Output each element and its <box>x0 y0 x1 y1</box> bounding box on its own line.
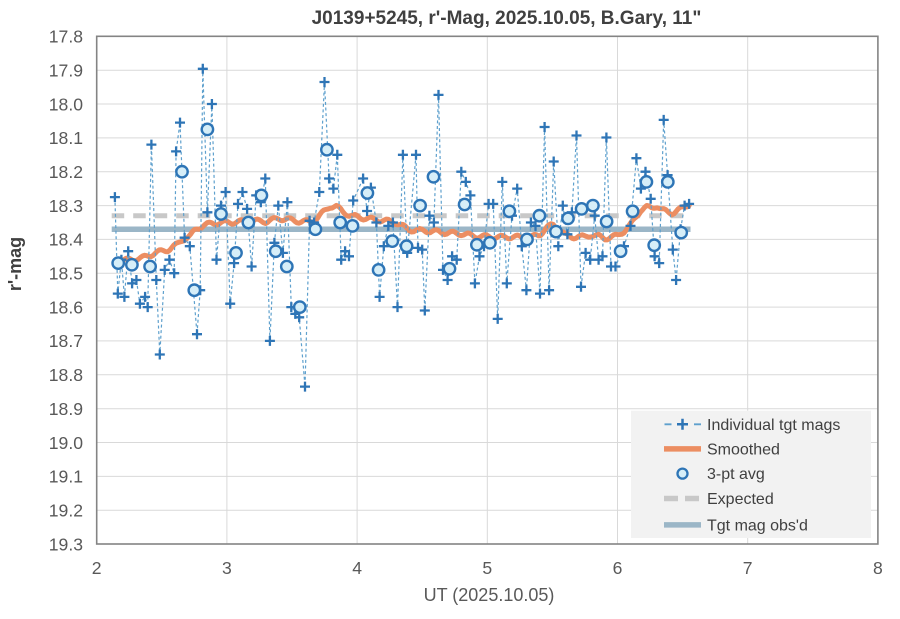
svg-text:Tgt mag obs'd: Tgt mag obs'd <box>707 517 808 534</box>
svg-text:18.2: 18.2 <box>49 162 83 182</box>
svg-text:UT (2025.10.05): UT (2025.10.05) <box>424 585 555 605</box>
svg-text:17.8: 17.8 <box>49 27 83 47</box>
svg-text:18.6: 18.6 <box>49 297 83 317</box>
svg-text:J0139+5245, r'-Mag, 2025.10.05: J0139+5245, r'-Mag, 2025.10.05, B.Gary, … <box>312 8 702 29</box>
svg-text:r'-mag: r'-mag <box>5 237 25 291</box>
svg-text:19.2: 19.2 <box>49 501 83 521</box>
svg-text:19.0: 19.0 <box>49 433 83 453</box>
svg-text:18.0: 18.0 <box>49 94 83 114</box>
svg-text:19.3: 19.3 <box>49 534 83 554</box>
svg-text:7: 7 <box>743 558 753 578</box>
svg-text:18.1: 18.1 <box>49 128 83 148</box>
svg-text:18.9: 18.9 <box>49 399 83 419</box>
svg-text:18.8: 18.8 <box>49 365 83 385</box>
svg-text:18.3: 18.3 <box>49 196 83 216</box>
svg-text:8: 8 <box>873 558 883 578</box>
svg-text:17.9: 17.9 <box>49 61 83 81</box>
svg-text:3-pt avg: 3-pt avg <box>707 466 765 483</box>
svg-text:2: 2 <box>92 558 102 578</box>
svg-text:18.4: 18.4 <box>49 230 83 250</box>
svg-text:19.1: 19.1 <box>49 467 83 487</box>
svg-text:Expected: Expected <box>707 491 774 508</box>
svg-text:Smoothed: Smoothed <box>707 441 780 458</box>
svg-text:18.5: 18.5 <box>49 264 83 284</box>
svg-text:5: 5 <box>482 558 492 578</box>
svg-text:4: 4 <box>352 558 362 578</box>
svg-text:Individual tgt mags: Individual tgt mags <box>707 417 840 434</box>
svg-text:6: 6 <box>613 558 623 578</box>
svg-text:18.7: 18.7 <box>49 331 83 351</box>
svg-text:3: 3 <box>222 558 232 578</box>
